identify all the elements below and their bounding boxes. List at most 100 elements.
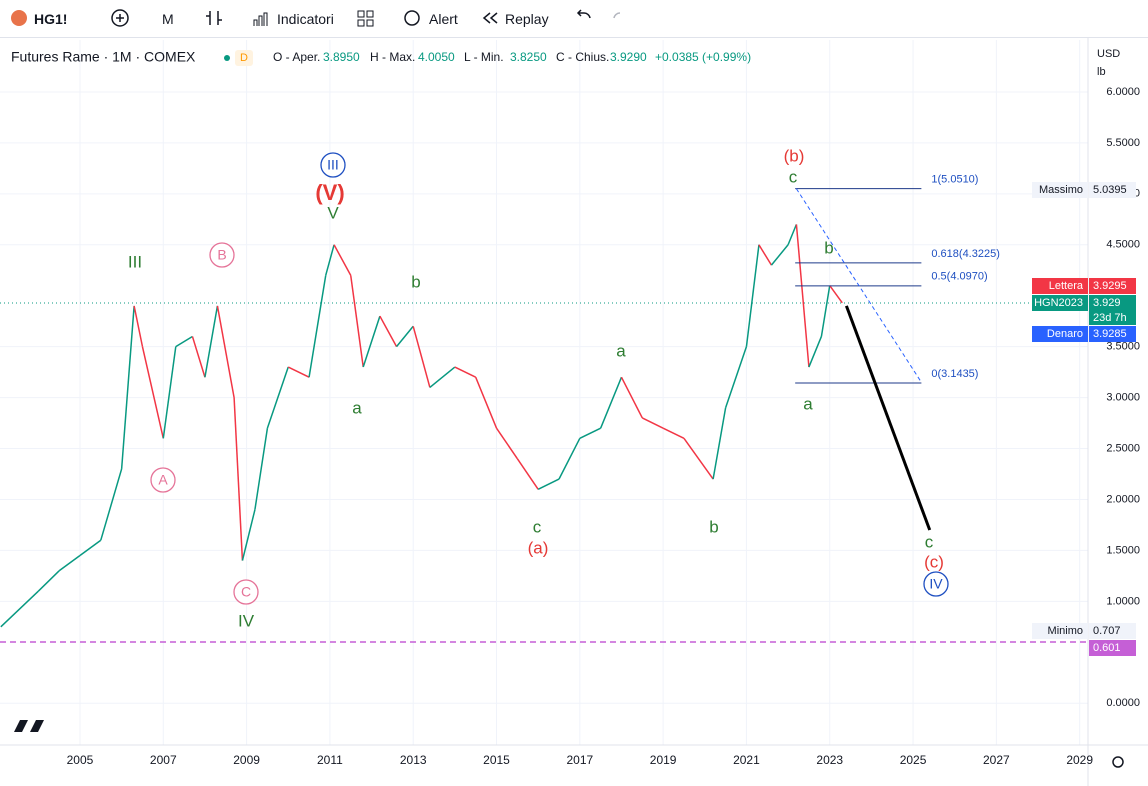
price-segment <box>724 346 748 409</box>
wave-label: IV <box>238 611 255 630</box>
wave-label: IV <box>929 576 943 592</box>
price-tag-label: Massimo <box>1039 184 1083 196</box>
price-tag-bg <box>1089 326 1136 342</box>
price-tag-value: 0.707 <box>1093 625 1121 637</box>
x-tick-label: 2021 <box>733 753 760 767</box>
price-segment <box>204 305 219 378</box>
wave-label: (V) <box>315 180 344 205</box>
open-label: O - Aper. <box>273 50 320 64</box>
price-segment <box>37 570 60 592</box>
wave-label: c <box>925 532 934 551</box>
wave-label: III <box>128 252 142 271</box>
wave-label: a <box>803 394 813 413</box>
close-label: C - Chius. <box>556 50 609 64</box>
price-segment <box>745 244 760 347</box>
price-segment <box>325 244 335 276</box>
y-tick-label: 2.5000 <box>1106 442 1140 454</box>
x-tick-label: 2005 <box>67 753 94 767</box>
alert-button[interactable]: Alert <box>429 10 458 27</box>
price-segment <box>349 275 364 368</box>
price-segment <box>175 335 193 348</box>
projection-line <box>845 305 932 531</box>
badge-bg <box>235 50 253 66</box>
status-dot <box>224 55 230 61</box>
price-tag-value: 0.601 <box>1093 642 1121 654</box>
price-segment <box>141 346 165 439</box>
price-segment <box>58 554 81 572</box>
y-tick-label: 1.5000 <box>1106 544 1140 556</box>
price-tag-value: 3.929 <box>1093 297 1121 309</box>
grid <box>0 40 1088 745</box>
price-segment <box>712 407 727 480</box>
wave-circle <box>923 571 949 597</box>
unit[interactable]: lb <box>1097 66 1106 78</box>
x-tick-label: 2015 <box>483 753 510 767</box>
price-tag-label-bg <box>1032 326 1088 342</box>
price-tag-value: 5.0395 <box>1093 184 1127 196</box>
price-segment <box>537 478 560 490</box>
price-segment <box>379 315 398 348</box>
price-segment <box>495 427 518 460</box>
x-tick-label: 2029 <box>1066 753 1093 767</box>
price-segment <box>162 346 177 439</box>
price-tag-label-bg <box>1032 278 1088 294</box>
price-tag-bg <box>1089 640 1136 656</box>
price-tag-label-bg <box>1032 182 1088 198</box>
x-tick-label: 2011 <box>317 753 343 767</box>
price-tag-label: Minimo <box>1048 625 1083 637</box>
price-segment <box>412 326 431 388</box>
x-tick-label: 2023 <box>816 753 843 767</box>
price-segment <box>429 366 456 388</box>
symbol[interactable]: HG1! <box>34 10 68 27</box>
y-tick-label: 3.5000 <box>1106 341 1140 353</box>
price-segment <box>133 305 144 347</box>
y-tick-label: 0.0000 <box>1106 697 1140 709</box>
indicators-button[interactable]: Indicatori <box>277 10 334 27</box>
price-tag-label: Denaro <box>1047 328 1083 340</box>
price-segment <box>233 397 244 561</box>
fib-label: 0.618(4.3225) <box>931 248 1000 260</box>
price-segment <box>683 437 714 480</box>
price-segment <box>100 468 123 541</box>
wave-label: A <box>158 472 168 488</box>
price-tag-bg <box>1089 278 1136 294</box>
price-tag-extra-bg <box>1089 311 1136 325</box>
price-tag-label-bg <box>1032 623 1088 639</box>
price-segment <box>120 305 135 469</box>
price-segment <box>333 244 352 276</box>
trend-line <box>796 188 922 383</box>
price-segment <box>0 590 39 628</box>
wave-label: (a) <box>528 538 549 557</box>
toolbar: HG1! M Indicatori Alert Replay <box>0 0 1148 38</box>
wave-circle <box>209 242 235 268</box>
change: +0.0385 (+0.99%) <box>655 50 751 64</box>
wave-label: b <box>709 517 718 536</box>
price-segment <box>641 417 664 429</box>
price-segment <box>795 224 810 368</box>
price-tag-label-bg <box>1032 295 1088 311</box>
x-tick-label: 2007 <box>150 753 177 767</box>
logo <box>14 720 44 732</box>
high-value: 4.0050 <box>418 50 455 64</box>
wave-circle <box>150 467 176 493</box>
currency[interactable]: USD <box>1097 48 1120 60</box>
fib-label: 0(3.1435) <box>931 368 978 380</box>
settings-icon[interactable] <box>1112 756 1124 768</box>
x-tick-label: 2013 <box>400 753 427 767</box>
interval[interactable]: M <box>162 10 174 27</box>
y-tick-label: 5.5000 <box>1106 137 1140 149</box>
price-segment <box>787 224 798 246</box>
fib-label: 1(5.0510) <box>931 174 978 186</box>
wave-label: b <box>411 272 420 291</box>
x-tick-label: 2027 <box>983 753 1010 767</box>
replay-button[interactable]: Replay <box>505 10 549 27</box>
price-segment <box>79 539 102 557</box>
price-segment <box>558 438 581 480</box>
x-tick-label: 2009 <box>233 753 260 767</box>
y-tick-label: 1.0000 <box>1106 595 1140 607</box>
wave-label: (b) <box>784 146 805 165</box>
price-segment <box>287 366 310 378</box>
x-tick-label: 2017 <box>566 753 593 767</box>
price-segment <box>829 285 843 304</box>
